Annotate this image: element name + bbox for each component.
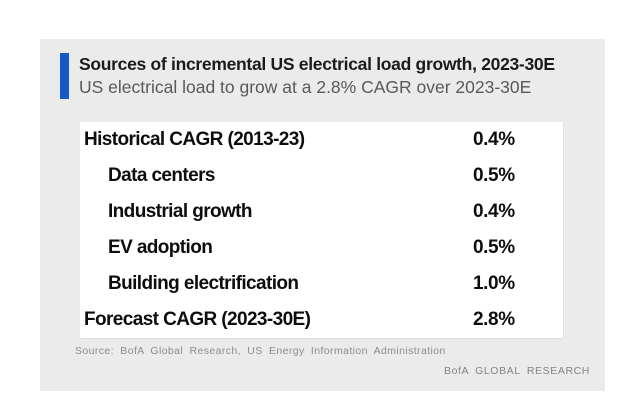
- exhibit-subtitle: US electrical load to grow at a 2.8% CAG…: [79, 77, 532, 97]
- table-row: Building electrification 1.0%: [80, 266, 563, 302]
- table-row: EV adoption 0.5%: [80, 230, 563, 266]
- table-row: Historical CAGR (2013-23) 0.4%: [80, 122, 563, 158]
- table-row: Industrial growth 0.4%: [80, 194, 563, 230]
- row-label: Industrial growth: [108, 201, 253, 222]
- exhibit-header: Sources of incremental US electrical loa…: [60, 53, 555, 99]
- bofa-global-research-brand: BofA GLOBAL RESEARCH: [444, 365, 590, 377]
- exhibit-card: Sources of incremental US electrical loa…: [40, 39, 605, 391]
- table-row: Data centers 0.5%: [80, 158, 563, 194]
- row-value: 0.5%: [473, 165, 515, 186]
- source-note: Source: BofA Global Research, US Energy …: [75, 345, 446, 357]
- row-value: 1.0%: [473, 273, 515, 294]
- row-value: 0.5%: [473, 237, 515, 258]
- cagr-table: Historical CAGR (2013-23) 0.4% Data cent…: [80, 122, 563, 338]
- header-text: Sources of incremental US electrical loa…: [79, 53, 555, 99]
- row-label: Historical CAGR (2013-23): [84, 129, 305, 150]
- blue-accent-bar: [60, 53, 69, 99]
- row-value: 0.4%: [473, 201, 515, 222]
- row-label: Forecast CAGR (2023-30E): [84, 309, 311, 330]
- row-value: 0.4%: [473, 129, 515, 150]
- table-row: Forecast CAGR (2023-30E) 2.8%: [80, 302, 563, 338]
- row-value: 2.8%: [473, 309, 515, 330]
- row-label: EV adoption: [108, 237, 213, 258]
- exhibit-title: Sources of incremental US electrical loa…: [79, 54, 555, 74]
- row-label: Data centers: [108, 165, 215, 186]
- row-label: Building electrification: [108, 273, 299, 294]
